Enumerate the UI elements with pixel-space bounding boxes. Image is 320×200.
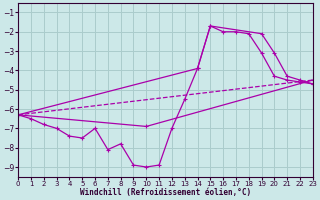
X-axis label: Windchill (Refroidissement éolien,°C): Windchill (Refroidissement éolien,°C) <box>80 188 251 197</box>
